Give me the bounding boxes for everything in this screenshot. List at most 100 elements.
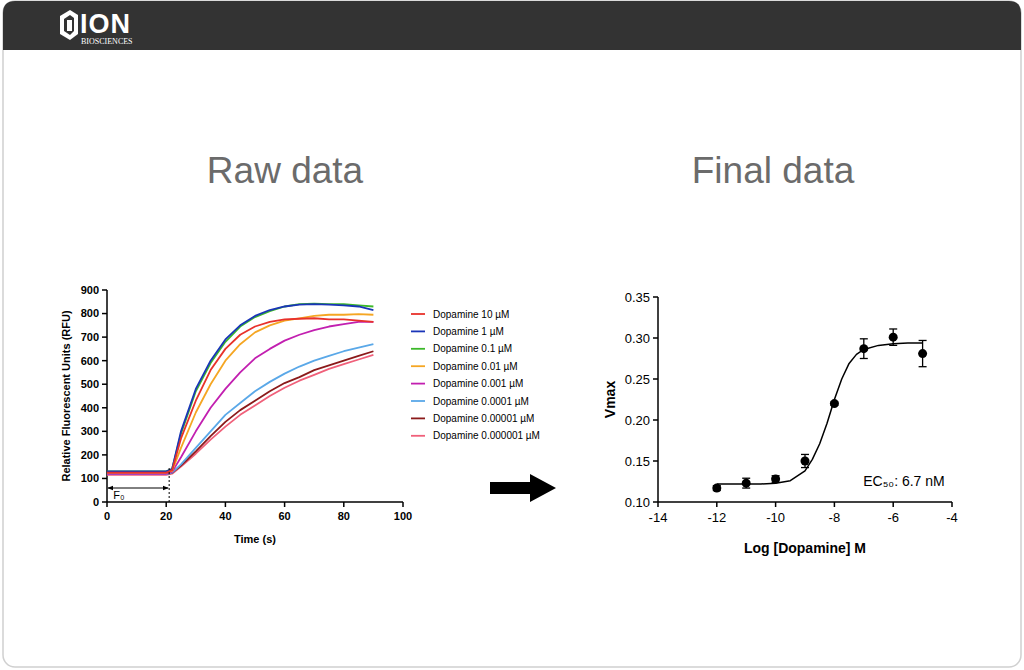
y-tick	[653, 378, 658, 380]
x-tick	[402, 502, 404, 507]
series-line	[107, 314, 373, 473]
plot-area	[107, 304, 373, 475]
plot-area	[712, 329, 927, 493]
legend-swatch	[411, 313, 425, 315]
x-axis-label: Log [Dopamine] M	[744, 540, 866, 556]
y-tick-label: 0.30	[625, 331, 650, 346]
chart-title: Raw data	[207, 150, 364, 191]
y-tick	[102, 431, 107, 433]
legend-swatch	[411, 348, 425, 350]
chart: Raw data01002003004005006007008009000204…	[60, 150, 540, 545]
legend-swatch	[411, 400, 425, 402]
y-axis-label: Relative Fluorescent Units (RFU)	[60, 310, 72, 481]
x-axis-line	[658, 501, 952, 503]
legend-label: Dopamine 0.1 µM	[433, 343, 512, 354]
legend-label: Dopamine 0.00001 µM	[433, 413, 534, 424]
x-tick-label: -8	[829, 510, 841, 525]
y-tick	[102, 289, 107, 291]
x-tick	[951, 502, 953, 507]
x-tick	[834, 502, 836, 507]
y-tick	[102, 383, 107, 385]
y-tick-label: 400	[81, 402, 99, 414]
y-tick-label: 300	[81, 425, 99, 437]
x-tick	[343, 502, 345, 507]
brand: ION	[80, 9, 131, 39]
logo-icon-bar	[67, 20, 72, 31]
logo-icon-inner	[64, 15, 74, 35]
y-axis-line	[106, 290, 108, 502]
x-tick-label: 60	[278, 510, 290, 522]
legend-swatch	[411, 435, 425, 437]
x-tick-label: -4	[946, 510, 958, 525]
x-tick	[106, 502, 108, 507]
legend-label: Dopamine 10 µM	[433, 309, 509, 320]
error-cap	[801, 454, 809, 455]
legend-swatch	[411, 330, 425, 332]
chart-title: Final data	[692, 150, 855, 191]
logo-icon	[60, 10, 78, 40]
legend-label: Dopamine 0.001 µM	[433, 378, 523, 389]
series-line	[107, 351, 373, 474]
y-tick-label: 0.10	[625, 495, 650, 510]
y-axis-label: Vmax	[602, 381, 618, 419]
series-line	[107, 344, 373, 474]
point	[712, 484, 721, 493]
y-tick-label: 200	[81, 449, 99, 461]
series-line	[717, 343, 923, 484]
card	[3, 1, 1021, 667]
y-tick-label: 0.20	[625, 413, 650, 428]
annotation-text: F₀	[113, 489, 124, 501]
x-tick-label: -6	[887, 510, 899, 525]
point	[801, 457, 810, 466]
logo: IONBIOSCIENCES	[60, 9, 133, 46]
point	[918, 349, 927, 358]
error-cap	[860, 358, 868, 359]
x-tick-label: 0	[104, 510, 110, 522]
x-tick	[225, 502, 227, 507]
point	[742, 479, 751, 488]
y-tick-label: 500	[81, 378, 99, 390]
x-tick	[716, 502, 718, 507]
series-line	[107, 318, 373, 472]
header-bar	[3, 1, 1021, 50]
y-tick-label: 600	[81, 355, 99, 367]
page: IONBIOSCIENCESRaw data010020030040050060…	[0, 0, 1024, 670]
legend: Dopamine 10 µM Dopamine 1 µM Dopamine 0.1 …	[411, 309, 540, 442]
series-line	[107, 304, 373, 471]
x-axis-label: Time (s)	[234, 533, 276, 545]
y-tick	[653, 296, 658, 298]
legend-label: Dopamine 1 µM	[433, 326, 504, 337]
y-tick	[102, 360, 107, 362]
error-cap	[919, 340, 927, 341]
y-tick-label: 0.15	[625, 454, 650, 469]
y-tick	[653, 337, 658, 339]
y-tick	[102, 336, 107, 338]
error-cap	[919, 366, 927, 367]
legend-swatch	[411, 417, 425, 419]
y-tick-label: 0.25	[625, 372, 650, 387]
legend-label: Dopamine 0.01 µM	[433, 361, 518, 372]
series-line	[107, 304, 373, 472]
x-tick-label: -12	[707, 510, 726, 525]
error-bar	[742, 478, 750, 488]
x-axis-line	[107, 501, 403, 503]
y-tick	[102, 454, 107, 456]
x-tick-label: 40	[219, 510, 231, 522]
x-tick-label: 80	[338, 510, 350, 522]
y-axis-line	[657, 297, 659, 502]
brand-sub: BIOSCIENCES	[81, 37, 133, 46]
y-tick-label: 800	[81, 307, 99, 319]
x-tick	[284, 502, 286, 507]
error-cap	[889, 328, 897, 329]
error-cap	[889, 345, 897, 346]
y-tick	[102, 313, 107, 315]
annotation-dashed-line	[169, 466, 170, 502]
error-bar	[919, 340, 927, 366]
chart: Final data0.100.150.200.250.300.35-14-12…	[602, 150, 958, 556]
x-tick-label: -14	[649, 510, 668, 525]
y-tick	[653, 419, 658, 421]
y-tick-label: 0	[93, 496, 99, 508]
error-cap	[860, 338, 868, 339]
x-tick	[892, 502, 894, 507]
x-tick	[657, 502, 659, 507]
